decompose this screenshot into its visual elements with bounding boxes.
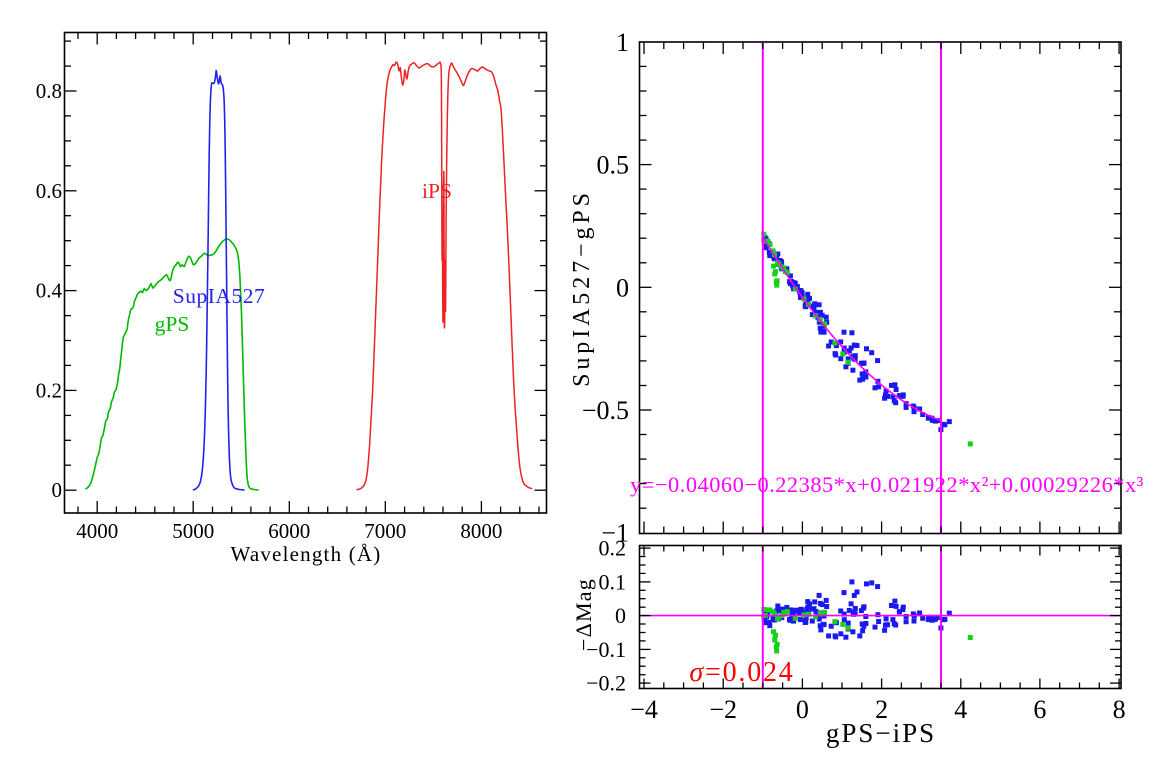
svg-text:SupIA527: SupIA527 xyxy=(173,284,265,308)
svg-text:2: 2 xyxy=(875,695,888,724)
svg-text:0.5: 0.5 xyxy=(597,151,630,180)
svg-text:σ=0.024: σ=0.024 xyxy=(689,657,794,688)
svg-text:−0.1: −0.1 xyxy=(586,637,626,662)
svg-text:1: 1 xyxy=(616,28,629,57)
svg-text:0.2: 0.2 xyxy=(36,378,62,402)
svg-text:−0.5: −0.5 xyxy=(582,396,629,425)
svg-text:0.4: 0.4 xyxy=(36,279,63,303)
svg-text:4: 4 xyxy=(954,695,967,724)
svg-text:0: 0 xyxy=(615,603,626,628)
svg-text:5000: 5000 xyxy=(172,519,214,543)
svg-text:gPS: gPS xyxy=(155,312,190,336)
svg-text:−0.2: −0.2 xyxy=(586,671,626,696)
svg-text:0: 0 xyxy=(796,695,809,724)
svg-text:8: 8 xyxy=(1113,695,1126,724)
svg-text:y=−0.04060−0.22385*x+0.021922*: y=−0.04060−0.22385*x+0.021922*x²+0.00029… xyxy=(630,472,1144,497)
svg-text:0.2: 0.2 xyxy=(599,536,627,561)
svg-text:SupIA527−gPS: SupIA527−gPS xyxy=(569,189,595,387)
svg-text:−2: −2 xyxy=(709,695,737,724)
svg-text:−4: −4 xyxy=(630,695,658,724)
svg-text:0.1: 0.1 xyxy=(599,569,627,594)
svg-text:iPS: iPS xyxy=(422,179,452,203)
svg-text:0: 0 xyxy=(616,273,629,302)
svg-text:−ΔMag: −ΔMag xyxy=(571,578,596,651)
svg-text:6000: 6000 xyxy=(268,519,310,543)
svg-text:−1: −1 xyxy=(601,519,629,548)
svg-text:Wavelength (Å): Wavelength (Å) xyxy=(231,542,382,566)
svg-text:0.6: 0.6 xyxy=(36,179,62,203)
svg-text:4000: 4000 xyxy=(76,519,118,543)
svg-text:6: 6 xyxy=(1033,695,1046,724)
svg-text:7000: 7000 xyxy=(364,519,406,543)
svg-text:0.8: 0.8 xyxy=(36,79,62,103)
svg-text:8000: 8000 xyxy=(460,519,502,543)
svg-text:gPS−iPS: gPS−iPS xyxy=(826,718,936,748)
svg-text:0: 0 xyxy=(52,478,63,502)
